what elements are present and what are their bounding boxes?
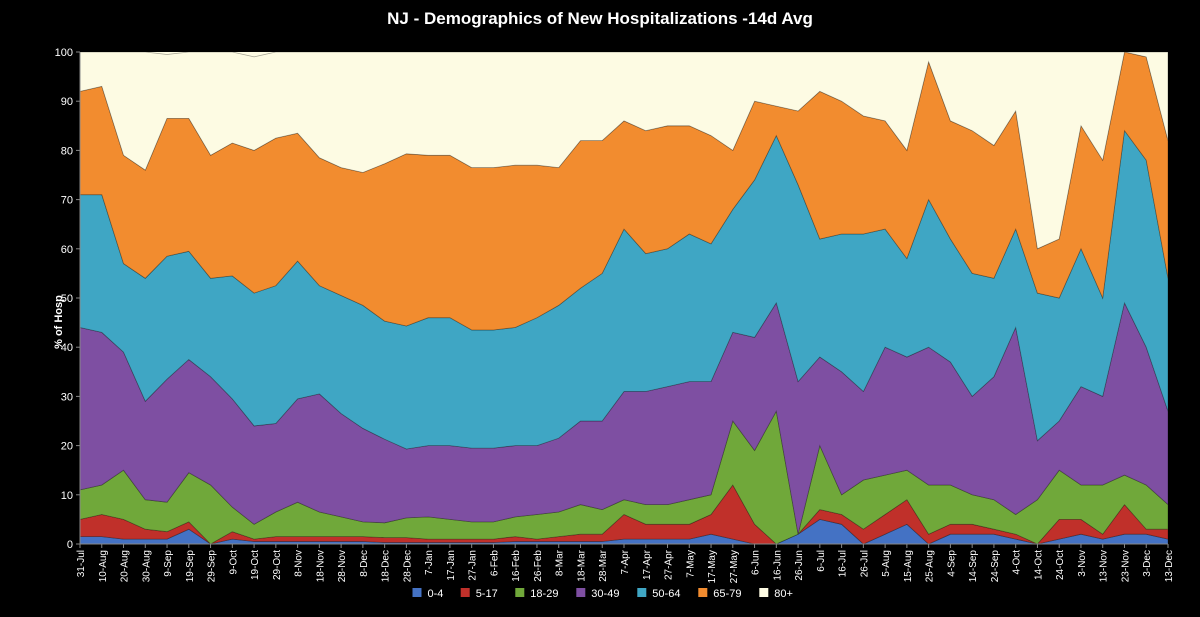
legend-item-18-29: 18-29 xyxy=(515,588,558,600)
x-tick-label: 5-Aug xyxy=(881,550,892,577)
x-tick-label: 19-Oct xyxy=(250,550,261,580)
y-tick-label: 0 xyxy=(67,539,73,551)
x-tick-label: 27-Jan xyxy=(468,550,479,581)
x-tick-label: 8-Nov xyxy=(294,550,305,577)
x-tick-label: 24-Oct xyxy=(1055,550,1066,580)
x-tick-label: 28-Nov xyxy=(337,550,348,582)
x-axis: 31-Jul 10-Aug 20-Aug 30-Aug 9-Sep 19-Sep 29-Se… xyxy=(76,543,1175,583)
x-tick-label: 6-Feb xyxy=(489,550,500,577)
x-tick-label: 25-Aug xyxy=(925,550,936,582)
x-tick-label: 17-Apr xyxy=(642,549,653,580)
legend-swatch xyxy=(412,588,422,597)
area-series-group xyxy=(79,51,1169,545)
x-tick-label: 8-Dec xyxy=(359,550,370,577)
legend-item-80+: 80+ xyxy=(759,588,793,600)
legend-swatch xyxy=(759,588,769,597)
legend-item-30-49: 30-49 xyxy=(576,588,619,600)
x-tick-label: 13-Dec xyxy=(1164,550,1175,582)
legend-label: 18-29 xyxy=(530,588,558,600)
legend-label: 50-64 xyxy=(652,588,680,600)
x-tick-label: 6-Jul xyxy=(816,550,827,572)
legend: 0-4 5-17 18-29 30-49 50-64 65-79 80+ xyxy=(412,588,793,600)
chart-title: NJ - Demographics of New Hospitalization… xyxy=(387,9,813,28)
x-tick-label: 17-May xyxy=(707,550,718,583)
x-tick-label: 16-Jul xyxy=(838,550,849,577)
y-tick-label: 20 xyxy=(61,441,73,453)
legend-swatch xyxy=(637,588,647,597)
x-tick-label: 7-Jan xyxy=(424,550,435,575)
legend-item-50-64: 50-64 xyxy=(637,588,680,600)
legend-label: 0-4 xyxy=(428,588,444,600)
x-tick-label: 7-Apr xyxy=(620,549,631,574)
x-tick-label: 30-Aug xyxy=(141,550,152,582)
x-tick-label: 6-Jun xyxy=(751,550,762,575)
x-tick-label: 4-Oct xyxy=(1012,550,1023,575)
x-tick-label: 18-Mar xyxy=(577,549,588,581)
x-tick-label: 26-Feb xyxy=(533,550,544,582)
legend-item-65-79: 65-79 xyxy=(698,588,741,600)
y-axis-label: % of Hosp xyxy=(53,295,65,349)
x-tick-label: 16-Feb xyxy=(511,550,522,582)
x-tick-label: 29-Sep xyxy=(207,550,218,583)
legend-item-5-17: 5-17 xyxy=(460,588,498,600)
x-tick-label: 27-May xyxy=(729,550,740,583)
x-tick-label: 19-Sep xyxy=(185,550,196,583)
legend-label: 30-49 xyxy=(591,588,619,600)
legend-swatch xyxy=(460,588,470,597)
x-tick-label: 26-Jun xyxy=(794,550,805,581)
x-tick-label: 8-Mar xyxy=(555,549,566,576)
x-tick-label: 10-Aug xyxy=(98,550,109,582)
legend-swatch xyxy=(515,588,525,597)
y-tick-label: 80 xyxy=(61,145,73,157)
y-axis: 0 10 20 30 40 50 60 70 80 90 100 xyxy=(55,47,81,551)
x-tick-label: 26-Jul xyxy=(859,550,870,577)
x-tick-label: 15-Aug xyxy=(903,550,914,582)
x-tick-label: 14-Oct xyxy=(1033,550,1044,580)
y-tick-label: 90 xyxy=(61,96,73,108)
x-tick-label: 28-Mar xyxy=(598,549,609,581)
y-tick-label: 100 xyxy=(55,47,73,59)
area-80+ xyxy=(79,51,1169,250)
x-tick-label: 3-Dec xyxy=(1142,550,1153,577)
legend-label: 65-79 xyxy=(713,588,741,600)
x-tick-label: 13-Nov xyxy=(1099,550,1110,582)
y-tick-label: 60 xyxy=(61,244,73,256)
x-tick-label: 31-Jul xyxy=(76,550,87,577)
x-tick-label: 16-Jun xyxy=(772,550,783,581)
x-tick-label: 9-Sep xyxy=(163,550,174,577)
y-tick-label: 40 xyxy=(61,342,73,354)
x-tick-label: 7-May xyxy=(685,550,696,578)
x-tick-label: 29-Oct xyxy=(272,550,283,580)
legend-swatch xyxy=(698,588,708,597)
y-tick-label: 70 xyxy=(61,195,73,207)
x-tick-label: 23-Nov xyxy=(1121,550,1132,582)
x-tick-label: 24-Sep xyxy=(990,550,1001,583)
y-tick-label: 30 xyxy=(61,391,73,403)
x-tick-label: 9-Oct xyxy=(228,550,239,575)
x-tick-label: 17-Jan xyxy=(446,550,457,581)
x-tick-label: 14-Sep xyxy=(968,550,979,583)
legend-label: 5-17 xyxy=(476,588,498,600)
y-tick-label: 50 xyxy=(61,293,73,305)
legend-item-0-4: 0-4 xyxy=(412,588,444,600)
y-tick-label: 10 xyxy=(61,490,73,502)
legend-label: 80+ xyxy=(774,588,793,600)
x-tick-label: 18-Dec xyxy=(381,550,392,582)
x-tick-label: 27-Apr xyxy=(664,549,675,580)
x-tick-label: 28-Dec xyxy=(402,550,413,582)
x-tick-label: 18-Nov xyxy=(315,550,326,582)
x-tick-label: 3-Nov xyxy=(1077,550,1088,577)
x-tick-label: 4-Sep xyxy=(946,550,957,577)
x-tick-label: 20-Aug xyxy=(120,550,131,582)
legend-swatch xyxy=(576,588,586,597)
